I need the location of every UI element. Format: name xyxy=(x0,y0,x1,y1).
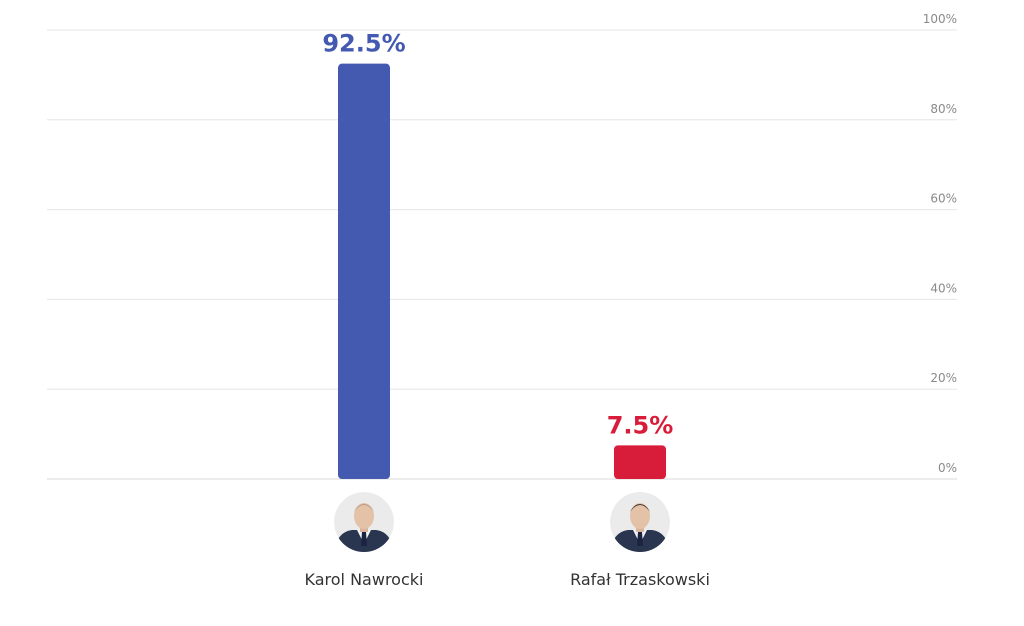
bar-trzaskowski xyxy=(614,445,666,479)
candidate-name: Rafał Trzaskowski xyxy=(570,570,710,589)
y-tick-label: 0% xyxy=(938,461,957,475)
y-tick-label: 100% xyxy=(923,12,957,26)
y-tick-label: 20% xyxy=(930,371,957,385)
bar-nawrocki xyxy=(338,63,390,480)
candidate-name: Karol Nawrocki xyxy=(305,570,424,589)
y-tick-label: 40% xyxy=(930,281,957,295)
bar-value-label: 92.5% xyxy=(322,30,405,58)
y-tick-label: 80% xyxy=(930,102,957,116)
avatar-photo-icon xyxy=(334,492,394,552)
bar-value-label: 7.5% xyxy=(607,411,674,439)
y-tick-label: 60% xyxy=(930,192,957,206)
avatar-photo-icon xyxy=(610,492,670,552)
